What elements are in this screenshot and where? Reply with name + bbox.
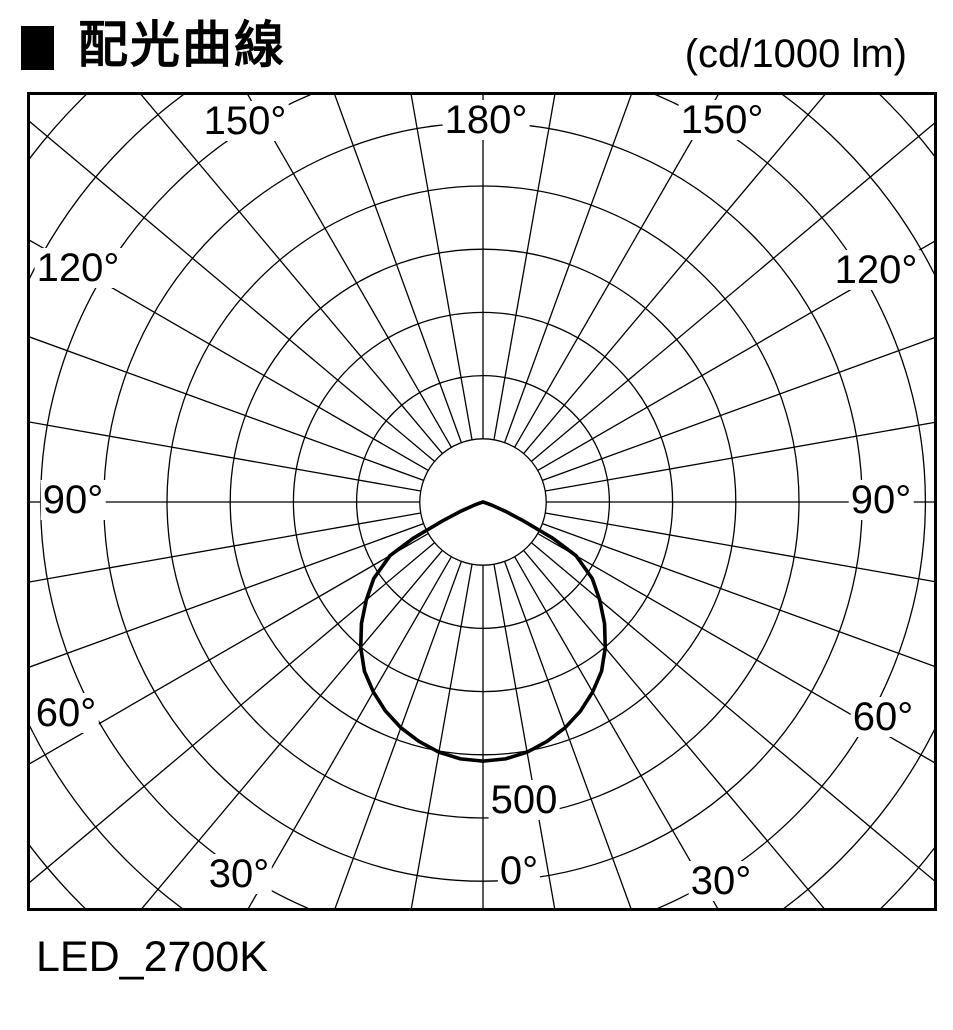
grid-spoke-200 [334, 95, 462, 443]
title-square-icon [21, 26, 54, 70]
distribution-curve [358, 500, 608, 763]
grid-spoke-220 [140, 95, 443, 455]
angle-label-30-left: 30° [206, 852, 272, 896]
grid-spoke-130 [530, 122, 934, 462]
grid-spoke-350 [410, 564, 473, 908]
angle-label-90-right: 90° [848, 478, 914, 522]
grid-spoke-300 [30, 533, 429, 765]
angle-label-180: 180° [442, 98, 530, 142]
angle-label-60-right: 60° [850, 695, 916, 739]
angle-label-90-left: 90° [40, 478, 106, 522]
unit-label: (cd/1000 lm) [684, 32, 907, 76]
grid-spoke-260 [30, 421, 421, 492]
grid-spoke-30 [514, 556, 719, 908]
grid-spoke-280 [30, 512, 421, 583]
grid-spoke-210 [247, 95, 452, 448]
grid-spoke-340 [334, 561, 462, 908]
grid-spoke-330 [247, 556, 452, 908]
series-label: LED_2700K [36, 933, 268, 981]
grid-spoke-50 [530, 542, 934, 882]
grid-spoke-140 [523, 95, 826, 455]
grid-spoke-230 [30, 121, 436, 462]
page-title: 配光曲線 [21, 20, 286, 70]
grid-spoke-250 [30, 336, 424, 481]
chart-frame [27, 92, 937, 911]
grid-spoke-290 [30, 523, 424, 668]
grid-spoke-110 [542, 337, 934, 481]
grid-spoke-20 [504, 561, 632, 908]
grid-spoke-10 [493, 564, 556, 908]
angle-label-150-right: 150° [678, 98, 766, 142]
grid-spoke-320 [141, 549, 443, 908]
grid-spoke-70 [542, 523, 934, 667]
radial-scale-label-500: 500 [488, 778, 560, 822]
grid-spoke-190 [410, 95, 473, 440]
grid-spoke-150 [514, 95, 719, 448]
angle-label-0: 0° [497, 849, 541, 893]
grid-spoke-100 [545, 421, 934, 492]
angle-label-150-left: 150° [201, 99, 289, 143]
angle-label-60-left: 60° [33, 691, 99, 735]
grid-spoke-240 [30, 239, 429, 471]
grid-spoke-120 [537, 240, 934, 471]
angle-label-120-left: 120° [34, 246, 122, 290]
angle-label-120-right: 120° [832, 248, 920, 292]
grid-spoke-60 [537, 533, 934, 764]
grid-spoke-160 [504, 95, 632, 443]
grid-spoke-170 [493, 95, 556, 440]
grid-spoke-80 [545, 512, 934, 583]
angle-label-30-right: 30° [688, 859, 754, 903]
grid-spoke-310 [30, 542, 436, 883]
grid-spoke-40 [523, 549, 825, 908]
page-title-text: 配光曲線 [78, 17, 286, 73]
